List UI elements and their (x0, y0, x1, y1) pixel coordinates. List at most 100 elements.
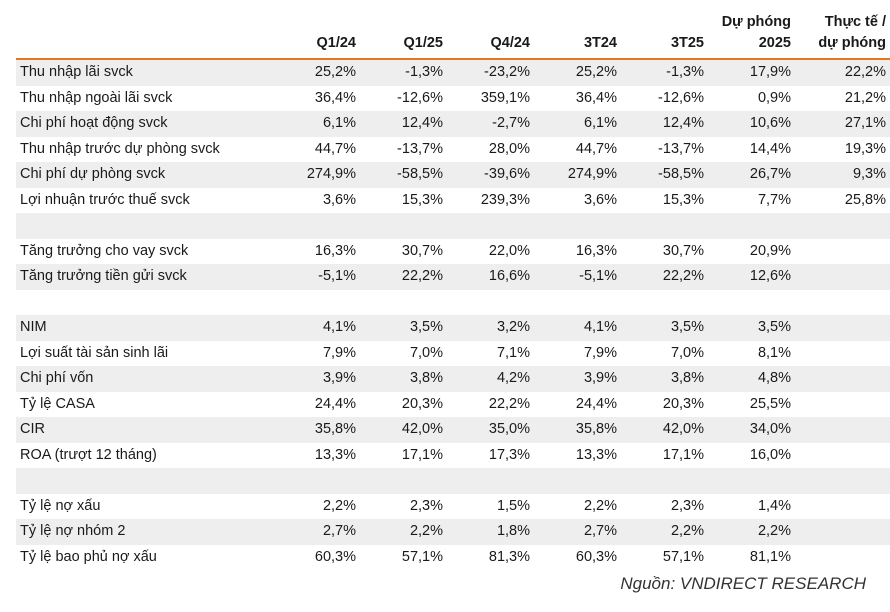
cell-value: -5,1% (535, 264, 622, 290)
cell-value: 15,3% (662, 191, 704, 208)
cell-value: 22,2% (796, 59, 890, 86)
cell-value: 27,1% (796, 111, 890, 137)
table-body: Thu nhập lãi svck 25,2% -1,3% -23,2% 25,2% -1… (16, 59, 890, 570)
cell-value: 22,2% (361, 264, 448, 290)
cell-value (796, 239, 890, 265)
cell-value: 3,9% (535, 366, 622, 392)
cell-value: 10,6% (709, 111, 796, 137)
table-row: Thu nhập ngoài lãi svck 36,4% -12,6% 359,1%… (16, 86, 890, 112)
header-actual-line2: dự phóng (818, 35, 886, 51)
row-label: CIR (16, 417, 274, 443)
spacer-row (16, 290, 890, 316)
cell-value: 3,5% (622, 315, 709, 341)
row-label: NIM (16, 315, 274, 341)
table-row: Tỷ lệ nợ nhóm 2 2,7% 2,2% 1,8% 2,7% 2,2% 2,2% (16, 519, 890, 545)
cell-value (796, 264, 890, 290)
cell-value: 17,1% (401, 446, 443, 463)
cell-value: 20,3% (662, 395, 704, 412)
cell-value (796, 494, 890, 520)
table-row: Tỷ lệ nợ xấu 2,2% 2,3% 1,5% 2,2% 2,3% 1,4% (16, 494, 890, 520)
cell-value: 35,8% (535, 417, 622, 443)
table-row: Tỷ lệ bao phủ nợ xấu 60,3% 57,1% 81,3% 60,3%… (16, 545, 890, 571)
table-row: Tăng trưởng cho vay svck 16,3% 30,7% 22,0% 1… (16, 239, 890, 265)
cell-value: 3,5% (361, 315, 448, 341)
table-row: Chi phí hoạt động svck 6,1% 12,4% -2,7% 6,1%… (16, 111, 890, 137)
cell-value (622, 468, 709, 494)
cell-value: 1,4% (757, 497, 791, 514)
table-row: ROA (trượt 12 tháng) 13,3% 17,1% 17,3% 13,3%… (16, 443, 890, 469)
table-row: CIR 35,8% 42,0% 35,0% 35,8% 42,0% 34,0% (16, 417, 890, 443)
cell-value: 2,7% (274, 519, 361, 545)
cell-value (448, 468, 535, 494)
table-row: Lợi suất tài sản sinh lãi 7,9% 7,0% 7,1% 7,9… (16, 341, 890, 367)
cell-value: 28,0% (488, 140, 530, 157)
cell-value (709, 290, 796, 316)
row-label: Tỷ lệ bao phủ nợ xấu (20, 548, 157, 565)
row-label: Thu nhập lãi svck (16, 59, 274, 86)
cell-value: 44,7% (575, 140, 617, 157)
cell-value: 81,3% (488, 548, 530, 565)
cell-value (274, 290, 361, 316)
cell-value: 20,9% (749, 242, 791, 259)
cell-value (535, 290, 622, 316)
cell-value: -58,5% (361, 162, 448, 188)
cell-value: -2,7% (448, 111, 535, 137)
cell-value: 81,1% (749, 548, 791, 565)
cell-value: 7,9% (322, 344, 356, 361)
row-label: Thu nhập trước dự phòng svck (20, 140, 220, 157)
cell-value: 3,2% (448, 315, 535, 341)
cell-value (796, 315, 890, 341)
cell-value: -13,7% (658, 140, 704, 157)
row-label: Chi phí vốn (16, 366, 274, 392)
cell-value: 17,1% (662, 446, 704, 463)
cell-value: 3,6% (322, 191, 356, 208)
cell-value: 57,1% (662, 548, 704, 565)
header-forecast-line1: Dự phóng (721, 14, 791, 30)
cell-value: 25,2% (274, 59, 361, 86)
source-note: Nguồn: VNDIRECT RESEARCH (620, 574, 866, 593)
cell-value: 25,8% (844, 191, 886, 208)
cell-value: 2,2% (583, 497, 617, 514)
cell-value: 6,1% (535, 111, 622, 137)
row-label (16, 290, 274, 316)
table-row: Chi phí dự phòng svck 274,9% -58,5% -39,6% 2… (16, 162, 890, 188)
cell-value: 2,2% (709, 519, 796, 545)
cell-value: 0,9% (757, 89, 791, 106)
cell-value: -23,2% (448, 59, 535, 86)
header-forecast-line2: 2025 (758, 35, 791, 51)
cell-value: 16,6% (448, 264, 535, 290)
cell-value: 25,2% (535, 59, 622, 86)
cell-value: 44,7% (314, 140, 356, 157)
row-label: Tỷ lệ CASA (20, 395, 95, 412)
cell-value: 60,3% (314, 548, 356, 565)
cell-value: 13,3% (575, 446, 617, 463)
cell-value: 3,8% (361, 366, 448, 392)
financial-table: Q1/24 Q1/25 Q4/24 3T24 3T25 Dự phóng 202… (16, 12, 890, 570)
cell-value (796, 417, 890, 443)
cell-value: 1,8% (448, 519, 535, 545)
header-actual-vs-forecast: Thực tế / dự phóng (796, 12, 890, 59)
cell-value (274, 468, 361, 494)
row-label: Tỷ lệ nợ nhóm 2 (16, 519, 274, 545)
table-row: Thu nhập trước dự phòng svck 44,7% -13,7% 2… (16, 137, 890, 163)
cell-value: 16,3% (314, 242, 356, 259)
header-q1-24: Q1/24 (316, 35, 357, 51)
cell-value (796, 366, 890, 392)
cell-value: 24,4% (314, 395, 356, 412)
cell-value: 7,0% (409, 344, 443, 361)
cell-value: 4,1% (535, 315, 622, 341)
row-label: ROA (trượt 12 tháng) (20, 446, 157, 463)
cell-value: 16,3% (575, 242, 617, 259)
row-label: Chi phí dự phòng svck (16, 162, 274, 188)
cell-value: 21,2% (844, 89, 886, 106)
cell-value: 3,8% (622, 366, 709, 392)
cell-value: 22,2% (488, 395, 530, 412)
cell-value (796, 519, 890, 545)
cell-value: 13,3% (314, 446, 356, 463)
row-label (16, 468, 274, 494)
cell-value (274, 213, 361, 239)
cell-value: 12,4% (361, 111, 448, 137)
cell-value (709, 468, 796, 494)
cell-value: -12,6% (658, 89, 704, 106)
cell-value: 26,7% (709, 162, 796, 188)
